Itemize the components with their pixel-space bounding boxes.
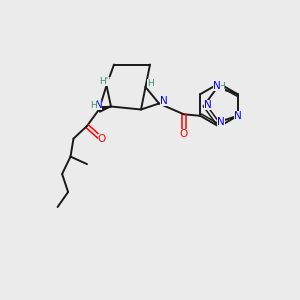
- Text: N: N: [213, 81, 220, 91]
- Text: H: H: [148, 79, 154, 88]
- Text: H: H: [218, 82, 225, 91]
- Text: N: N: [217, 118, 225, 128]
- Text: N: N: [94, 100, 102, 110]
- Text: N: N: [160, 95, 167, 106]
- Text: H'': H'': [99, 77, 111, 86]
- Text: O: O: [98, 134, 106, 144]
- Text: H: H: [90, 100, 97, 109]
- Polygon shape: [98, 106, 111, 112]
- Text: N: N: [204, 100, 212, 110]
- Text: N: N: [234, 111, 242, 121]
- Text: O: O: [180, 129, 188, 139]
